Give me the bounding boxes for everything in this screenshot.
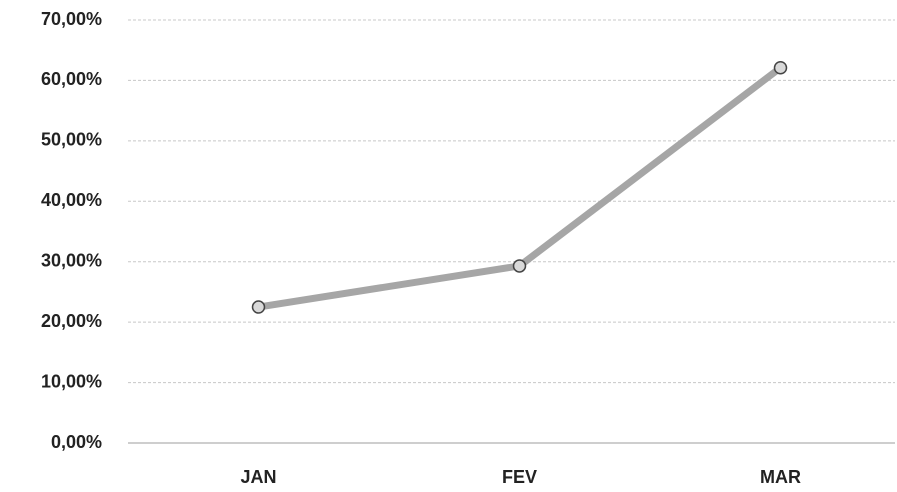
- y-tick-label: 30,00%: [41, 250, 102, 270]
- y-tick-label: 60,00%: [41, 69, 102, 89]
- y-tick-label: 20,00%: [41, 311, 102, 331]
- y-tick-label: 40,00%: [41, 190, 102, 210]
- data-point: [251, 300, 266, 314]
- y-tick-label: 70,00%: [41, 9, 102, 29]
- y-tick-label: 10,00%: [41, 371, 102, 391]
- y-tick-label: 50,00%: [41, 130, 102, 150]
- x-tick-label: FEV: [502, 467, 537, 487]
- data-point: [773, 60, 788, 75]
- x-tick-label: MAR: [760, 467, 801, 487]
- y-tick-label: 0,00%: [51, 432, 102, 452]
- data-point: [512, 259, 527, 273]
- x-tick-label: JAN: [240, 467, 276, 487]
